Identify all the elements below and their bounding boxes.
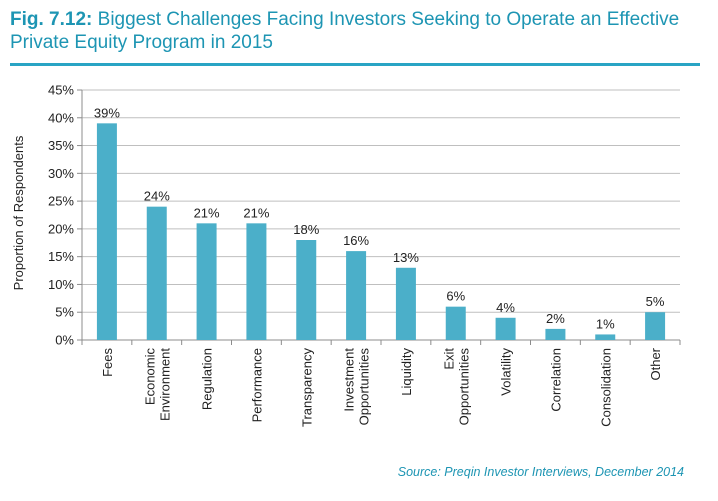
x-tick-label-line: Performance [249,348,264,422]
x-axis-labels: Fees Economic Environment Regulation Perform… [100,347,663,427]
bars [96,123,666,340]
x-tick-label-line: Consolidation [598,348,613,427]
data-label: 39% [94,105,120,120]
figure-label: Fig. 7.12: [10,9,93,30]
x-tick-label-line: Volatility [499,348,514,396]
x-tick-label: Fees [100,348,115,377]
y-tick-label: 30% [48,166,74,181]
x-tick-label-line: Economic [142,348,157,406]
y-tick-label: 5% [55,305,74,320]
y-axis-title: Proportion of Respondents [11,135,26,290]
bar [196,223,217,340]
data-label: 18% [293,222,319,237]
bar [495,317,516,340]
y-tick-label: 15% [48,249,74,264]
x-tick-label: Performance [249,348,264,422]
x-tick-label-line: Environment [157,348,172,421]
y-tick-label: 25% [48,194,74,209]
bar [296,240,317,340]
bar [346,251,367,340]
x-tick-label-line: Correlation [548,348,563,412]
data-label: 21% [194,205,220,220]
y-tick-label: 40% [48,110,74,125]
x-tick-label-line: Exit [441,348,456,370]
x-tick-label: Liquidity [399,348,414,396]
data-label: 24% [144,189,170,204]
x-tick-label-line: Liquidity [399,348,414,396]
bar [445,306,466,340]
x-tick-label: Exit Opportunities [441,348,471,426]
bar [645,312,666,340]
data-label: 13% [393,250,419,265]
x-tick-label-line: Transparency [299,348,314,427]
bar [545,328,566,340]
bar [395,267,416,340]
x-tick-label-line: Investment [342,348,357,412]
data-label: 5% [646,294,665,309]
x-tick-label-line: Regulation [200,348,215,410]
y-tick-label: 0% [55,333,74,348]
data-label: 1% [596,316,615,331]
x-tick-label: Regulation [200,348,215,410]
x-tick-label: Other [648,347,663,380]
data-label: 6% [446,289,465,304]
x-tick-label: Consolidation [598,348,613,427]
x-tick-label-line: Other [648,347,663,380]
x-tick-label-line: Opportunities [357,348,372,426]
y-tick-label: 20% [48,221,74,236]
data-label: 2% [546,311,565,326]
y-tick-label: 35% [48,138,74,153]
x-tick-label-line: Fees [100,348,115,377]
bar [96,123,117,340]
data-label: 21% [243,205,269,220]
y-tick-label: 10% [48,277,74,292]
x-tick-label-line: Opportunities [456,348,471,426]
title-divider [10,63,700,66]
data-label: 16% [343,233,369,248]
bar [246,223,267,340]
y-tick-label: 45% [48,83,74,98]
bar [595,334,616,340]
x-tick-label: Economic Environment [142,348,172,421]
data-label: 4% [496,300,515,315]
bar [146,206,167,340]
source-note: Source: Preqin Investor Interviews, Dece… [397,465,684,479]
x-tick-label: Investment Opportunities [342,348,372,426]
x-tick-label: Volatility [499,348,514,396]
x-tick-label: Correlation [548,348,563,412]
figure-title: Biggest Challenges Facing Investors Seek… [10,9,680,53]
data-labels: 39% 24% 21% 21% 18% 16% 13% 6% 4% 2% 1% 5% [94,105,665,331]
x-tick-label: Transparency [299,348,314,427]
y-axis-ticks: 0% 5% 10% 15% 20% 25% 30% 35% 40% 45% [48,83,74,348]
chart-title: Fig. 7.12: Biggest Challenges Facing Inv… [10,8,700,54]
gridlines [77,89,681,345]
